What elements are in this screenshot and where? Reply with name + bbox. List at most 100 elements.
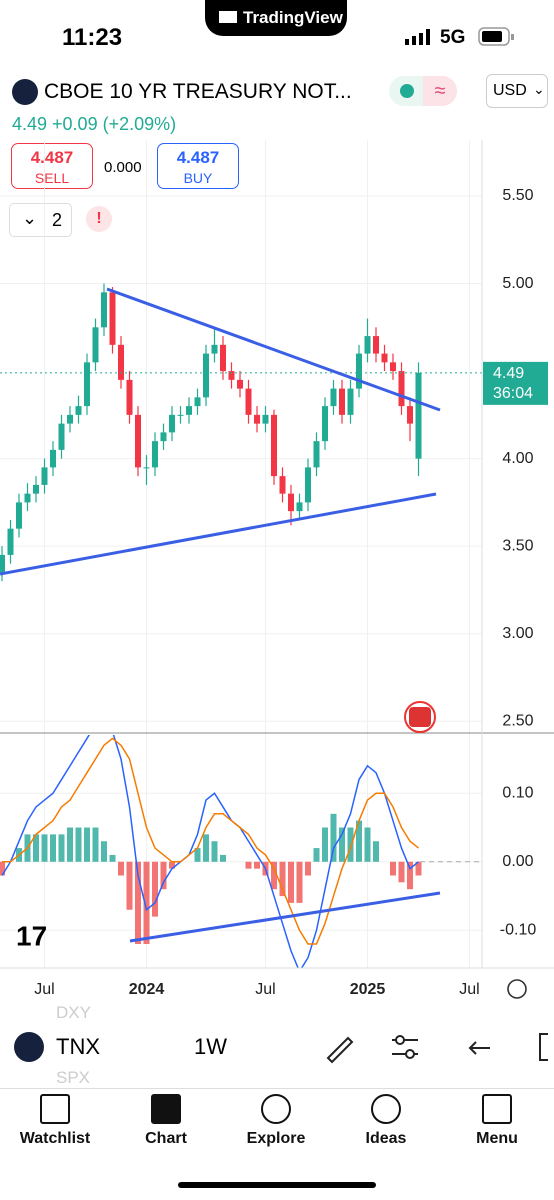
histogram-bar	[254, 861, 260, 869]
histogram-bar	[33, 834, 39, 862]
histogram-bar	[41, 834, 48, 862]
histogram-bar	[50, 834, 56, 862]
candle-body	[305, 467, 311, 503]
tab[interactable]: Ideas	[346, 1092, 426, 1148]
buy-button[interactable]: 4.487 BUY	[157, 143, 239, 189]
candle-body	[237, 379, 243, 389]
interval[interactable]: 1W	[194, 1034, 227, 1059]
histogram-bar	[330, 813, 337, 862]
indicator-line	[2, 737, 419, 945]
histogram-bar	[220, 854, 226, 862]
histogram-bar	[169, 861, 175, 869]
y-tick-label: 5.50	[502, 187, 533, 204]
histogram-bar	[415, 861, 422, 876]
candle-body	[398, 371, 405, 407]
candle-body	[381, 353, 388, 363]
alert-icon[interactable]: !	[86, 206, 112, 232]
settings-icon[interactable]	[507, 979, 527, 999]
flag-icon	[409, 707, 431, 727]
currency-button[interactable]: USD ⌄	[486, 74, 548, 108]
candle-body	[390, 362, 396, 372]
y-tick-label: 3.50	[502, 537, 533, 554]
quote: 4.49 +0.09 (+2.09%)	[12, 114, 177, 134]
tab[interactable]: Watchlist	[15, 1092, 95, 1148]
tab[interactable]: Menu	[457, 1092, 537, 1148]
toolbar-symbol[interactable]: TNX	[56, 1034, 100, 1059]
tab-label: Explore	[246, 1130, 306, 1147]
y-tick-label: 0.00	[502, 853, 533, 870]
candle-body	[7, 528, 14, 555]
compare-symbol[interactable]: SPX	[56, 1068, 91, 1087]
candle-body	[407, 406, 413, 424]
x-tick-label: Jul	[459, 981, 479, 998]
histogram-bar	[152, 861, 158, 917]
symbol-icon	[12, 79, 38, 105]
x-tick-label: Jul	[255, 981, 275, 998]
tab[interactable]: Chart	[126, 1092, 206, 1148]
histogram-bar	[296, 861, 303, 903]
candle-body	[271, 414, 277, 477]
buy-label: BUY	[183, 170, 213, 186]
candle-body	[41, 467, 48, 485]
compare-symbol[interactable]: DXY	[56, 1003, 91, 1022]
candle-body	[186, 406, 192, 415]
histogram-bar	[203, 834, 209, 862]
tab-icon	[371, 1094, 401, 1124]
histogram-bar	[135, 861, 141, 945]
histogram-bar	[356, 820, 362, 862]
histogram-bar	[0, 861, 5, 876]
candle-body	[0, 554, 5, 573]
sell-label: SELL	[34, 170, 70, 186]
candle-body	[245, 388, 252, 415]
histogram-bar	[118, 861, 124, 876]
tab-label: Menu	[476, 1130, 518, 1147]
last-price-label: 4.49	[493, 365, 524, 382]
tab-label: Watchlist	[19, 1130, 91, 1147]
histogram-bar	[245, 861, 252, 869]
sell-button[interactable]: 4.487 SELL	[11, 143, 93, 189]
candle-body	[288, 493, 294, 512]
tab-icon	[482, 1094, 512, 1124]
home-indicator	[178, 1182, 376, 1188]
y-tick-label: -0.10	[500, 922, 537, 939]
candle-body	[203, 353, 209, 398]
candle-body	[92, 327, 99, 363]
trendline	[106, 287, 441, 412]
histogram-bar	[313, 848, 320, 862]
y-tick-label: 0.10	[502, 784, 533, 801]
candle-body	[220, 344, 226, 372]
candle-body	[296, 502, 303, 512]
candle-body	[135, 414, 141, 468]
toolbar-icons[interactable]	[320, 1030, 554, 1064]
indicator-toggle[interactable]: ⌄ 2	[9, 203, 72, 237]
histogram-bar	[194, 848, 201, 862]
tab-icon	[151, 1094, 181, 1124]
histogram-bar	[143, 861, 150, 945]
symbol-name[interactable]: CBOE 10 YR TREASURY NOT...	[44, 80, 352, 103]
histogram-bar	[271, 861, 277, 890]
candle-body	[254, 414, 260, 424]
candle-body	[211, 344, 218, 354]
currency: USD	[493, 82, 527, 99]
x-tick-label: 2024	[129, 981, 165, 998]
histogram-bar	[322, 827, 328, 862]
histogram-bar	[16, 848, 22, 862]
candle-body	[118, 344, 124, 380]
candle-body	[58, 423, 65, 450]
tab[interactable]: Explore	[236, 1092, 316, 1148]
indicator-count: 2	[52, 210, 63, 230]
candle-body	[330, 388, 337, 407]
histogram-bar	[160, 861, 167, 890]
candle-body	[143, 467, 150, 469]
symbol-icon	[14, 1032, 44, 1062]
histogram-bar	[211, 841, 218, 862]
indicator-line	[1, 735, 419, 968]
candle-body	[152, 441, 158, 468]
candle-body	[364, 336, 371, 354]
battery-icon	[478, 27, 514, 46]
histogram-bar	[126, 861, 133, 910]
y-tick-label: 3.00	[502, 625, 533, 642]
histogram-bar	[390, 861, 396, 876]
tab-icon	[261, 1094, 291, 1124]
status-pill[interactable]: ≈	[389, 76, 457, 106]
